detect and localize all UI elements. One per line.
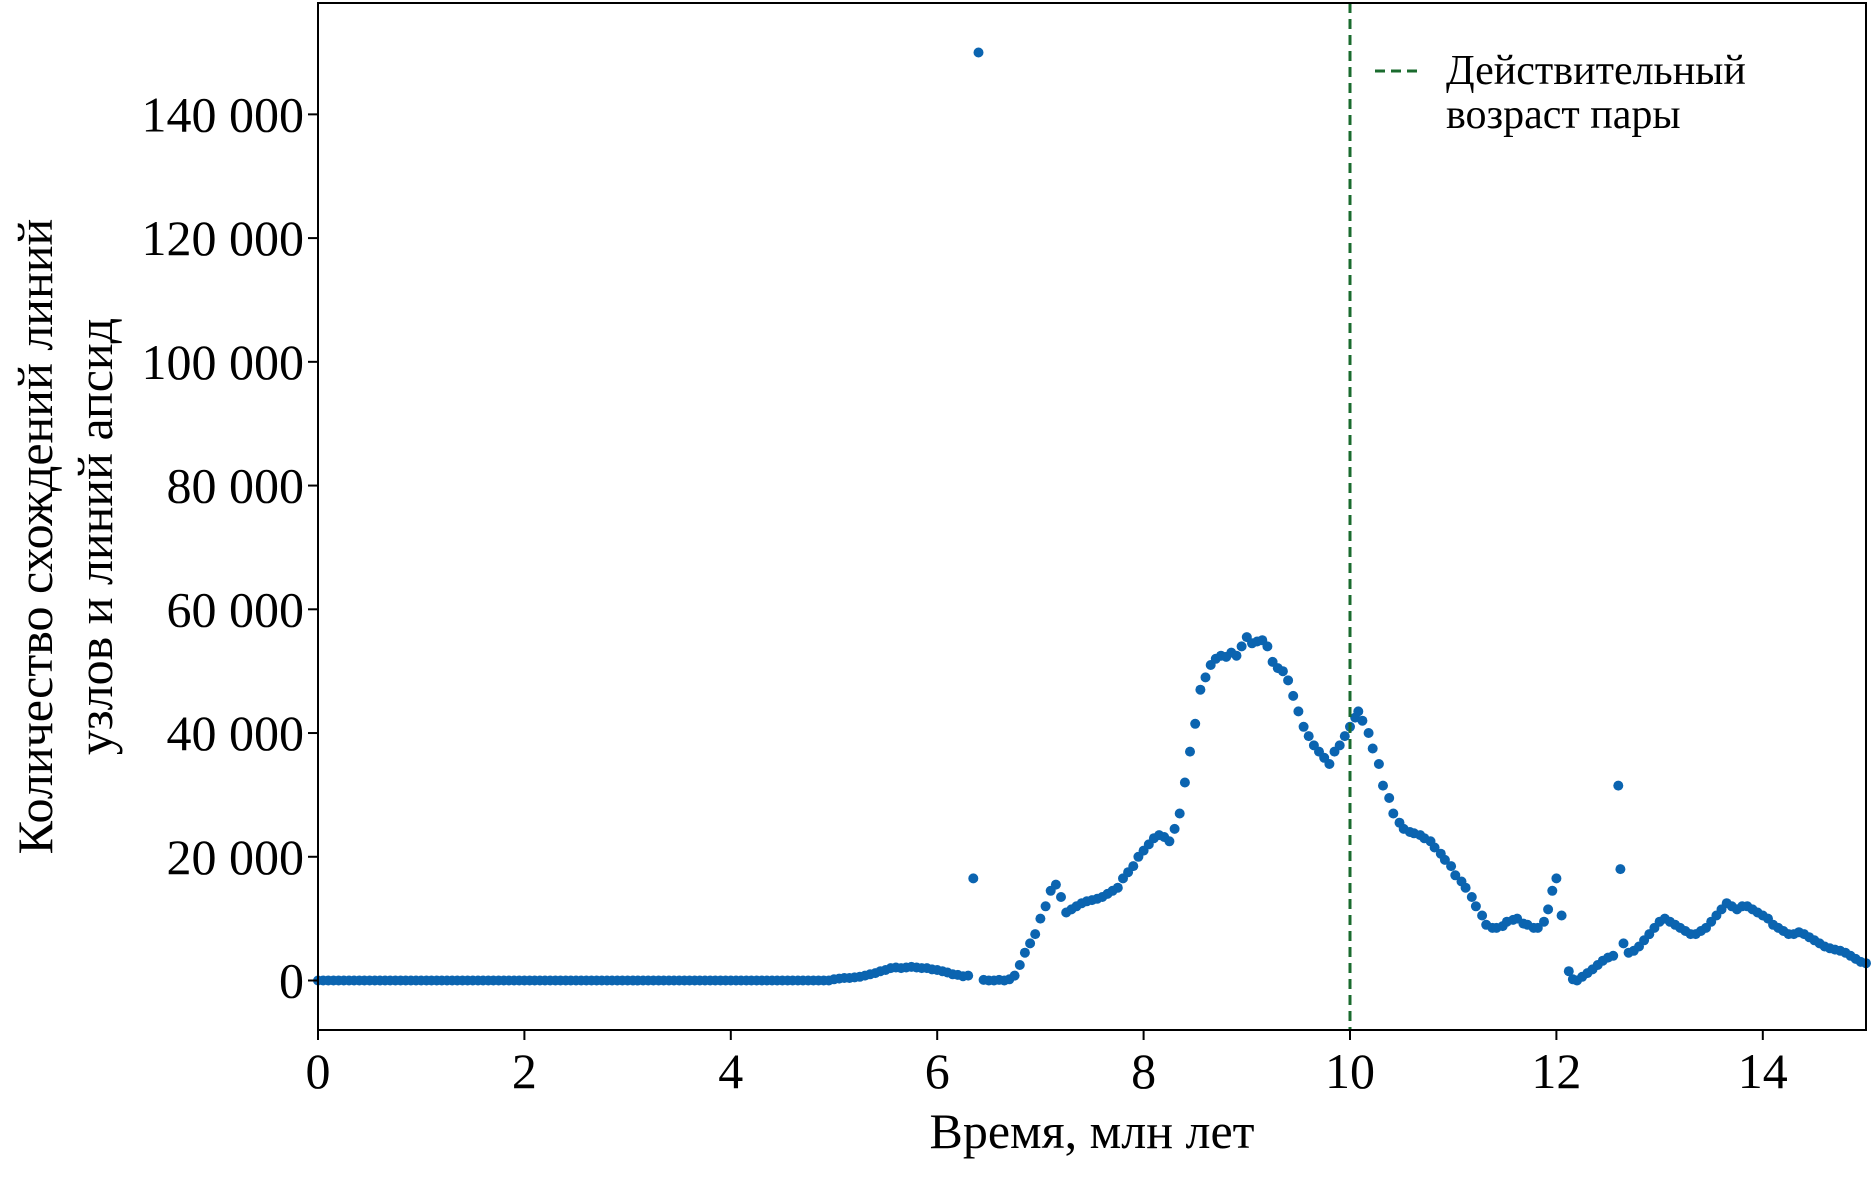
y-tick-label: 140 000	[142, 86, 305, 142]
data-point	[1185, 746, 1195, 757]
y-axis-title: Количество схождений линий узлов и линий…	[7, 219, 123, 855]
data-point	[1030, 929, 1041, 940]
y-tick-label: 100 000	[142, 334, 305, 390]
data-point	[1190, 718, 1201, 729]
data-point	[1460, 882, 1471, 893]
data-point	[1608, 950, 1619, 961]
y-tick-label: 120 000	[142, 210, 305, 266]
data-point	[1293, 706, 1304, 717]
data-point	[1551, 873, 1562, 884]
data-point	[1288, 690, 1299, 701]
data-point	[1466, 892, 1477, 902]
data-point	[1532, 922, 1543, 933]
data-point	[1324, 759, 1335, 769]
data-point	[1169, 823, 1180, 834]
data-point	[1200, 672, 1211, 683]
x-tick-label: 0	[306, 1043, 331, 1099]
data-point	[1353, 706, 1364, 717]
data-point	[1547, 885, 1558, 896]
data-point	[1378, 780, 1388, 791]
data-point	[1050, 879, 1061, 890]
data-point	[963, 970, 974, 981]
data-point	[1539, 916, 1549, 927]
data-point	[1179, 777, 1190, 788]
y-axis-title-line-2: узлов и линий апсид	[67, 318, 123, 755]
legend-label-line-2: возраст пары	[1446, 92, 1681, 138]
data-point	[973, 47, 984, 58]
data-point	[1388, 808, 1399, 819]
data-point	[1283, 675, 1294, 686]
data-point	[1009, 970, 1020, 981]
data-point	[1543, 904, 1554, 915]
data-point	[1019, 947, 1030, 958]
data-point	[1563, 966, 1574, 977]
data-points	[313, 47, 1871, 986]
data-point	[1339, 731, 1350, 742]
plot-frame	[317, 2, 1867, 1031]
x-tick-label: 2	[512, 1043, 537, 1099]
data-point	[1040, 901, 1051, 912]
data-point	[968, 873, 979, 884]
data-point	[1014, 960, 1025, 970]
data-point	[1112, 882, 1123, 893]
data-point	[1477, 910, 1488, 921]
data-point	[1357, 715, 1368, 726]
data-point	[1613, 780, 1624, 791]
y-axis: 0 20 000 40 000 60 000 80 000 100 000 120 000 1…	[142, 86, 318, 1009]
x-tick-label: 6	[925, 1043, 950, 1099]
data-point	[1303, 731, 1314, 742]
data-point	[1429, 842, 1440, 853]
y-tick-label: 40 000	[167, 705, 305, 761]
y-axis-title-line-1: Количество схождений линий	[7, 219, 63, 855]
data-point	[1262, 641, 1273, 652]
data-point	[1231, 650, 1242, 661]
data-point	[1384, 793, 1395, 803]
data-point	[1556, 910, 1567, 921]
data-point	[1373, 759, 1384, 769]
data-point	[1439, 854, 1450, 865]
y-tick-label: 80 000	[167, 458, 305, 514]
data-point	[1128, 861, 1139, 872]
x-axis-title: Время, млн лет	[929, 1103, 1254, 1159]
data-point	[1334, 740, 1345, 751]
legend: Действительный возраст пары	[1375, 48, 1746, 138]
y-tick-label: 60 000	[167, 581, 305, 637]
data-point	[1236, 641, 1247, 652]
data-point	[1470, 901, 1481, 912]
data-point	[1363, 728, 1374, 738]
y-tick-label: 0	[279, 953, 304, 1009]
data-point	[1446, 861, 1457, 872]
data-point	[1450, 870, 1461, 881]
data-point	[1618, 938, 1629, 949]
x-tick-label: 8	[1131, 1043, 1156, 1099]
data-point	[1615, 864, 1626, 875]
x-tick-label: 14	[1738, 1043, 1788, 1099]
data-point	[1277, 666, 1288, 677]
data-point	[1056, 892, 1066, 902]
x-tick-label: 12	[1531, 1043, 1581, 1099]
data-point	[1195, 684, 1206, 695]
data-point	[1367, 743, 1378, 754]
x-tick-label: 4	[718, 1043, 743, 1099]
legend-label-line-1: Действительный	[1446, 48, 1746, 94]
data-point	[1298, 721, 1309, 732]
x-tick-label: 10	[1325, 1043, 1375, 1099]
data-point	[1174, 808, 1185, 819]
x-axis: 0 2 4 6 8 10 12 14	[306, 1030, 1788, 1099]
data-point	[1164, 836, 1175, 847]
data-point	[1025, 938, 1036, 949]
data-point	[1035, 913, 1046, 924]
y-tick-label: 20 000	[167, 829, 305, 885]
